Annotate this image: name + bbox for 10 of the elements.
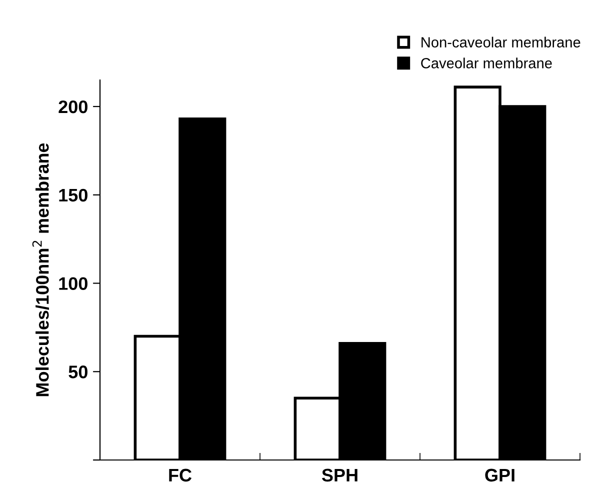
- x-tick-label: FC: [169, 468, 192, 482]
- x-tick-label: GPI: [485, 468, 514, 482]
- legend-label: Caveolar membrane: [421, 58, 552, 68]
- y-tick-label: 100: [59, 277, 88, 290]
- x-tick-label: SPH: [322, 468, 358, 482]
- y-tick-label: 50: [68, 366, 88, 378]
- y-axis-title: Molecules/100nm$^{2}$ membrane: [32, 143, 49, 396]
- legend-label: Non-caveolar membrane: [422, 36, 580, 48]
- y-tick-label: 150: [59, 188, 88, 202]
- y-tick-label: 200: [58, 100, 88, 114]
